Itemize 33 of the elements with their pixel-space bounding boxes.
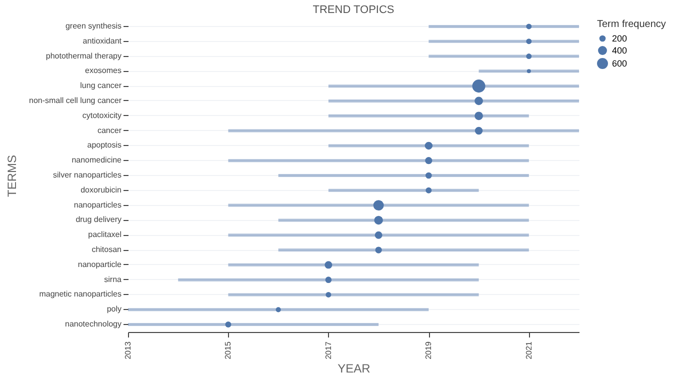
y-tick-label: poly	[106, 304, 122, 314]
y-tick-label: drug delivery	[76, 215, 122, 224]
y-tick-label: exosomes	[85, 66, 122, 76]
x-tick-label: 2017	[324, 340, 333, 360]
x-axis-title: YEAR	[338, 361, 371, 376]
y-tick-label: magnetic nanoparticles	[39, 290, 122, 299]
y-tick-label: nanoparticles	[74, 200, 122, 210]
y-tick-label: chitosan	[92, 245, 122, 254]
y-tick-label: nanoparticle	[78, 260, 122, 269]
legend-label: 400	[612, 46, 628, 56]
y-tick-label: doxorubicin	[80, 185, 122, 194]
y-tick-label: antioxidant	[82, 36, 122, 46]
y-tick-label: cytotoxicity	[82, 110, 122, 120]
legend-label: 600	[612, 58, 628, 68]
y-tick-label: paclitaxel	[88, 230, 122, 240]
x-tick-label: 2015	[224, 340, 233, 360]
x-tick-label: 2019	[424, 340, 434, 360]
y-tick-label: sirna	[104, 274, 122, 284]
y-tick-label: apoptosis	[87, 140, 122, 150]
y-tick-label: silver nanoparticles	[53, 170, 122, 180]
y-tick-label: non-small cell lung cancer	[29, 96, 122, 105]
y-tick-label: green synthesis	[65, 21, 122, 30]
y-tick-label: nanomedicine	[72, 156, 122, 165]
y-tick-label: cancer	[97, 126, 122, 135]
x-tick-label: 2013	[124, 340, 132, 360]
x-tick-label: 2021	[524, 340, 534, 360]
y-tick-label: lung cancer	[80, 81, 122, 90]
y-axis-title: TERMS	[5, 155, 20, 197]
chart-title: TREND TOPICS	[312, 4, 394, 16]
legend-label: 200	[612, 34, 628, 44]
legend-title: Term frequency	[597, 19, 666, 30]
y-tick-label: photothermal therapy	[46, 51, 122, 60]
y-tick-label: nanotechnology	[65, 320, 122, 329]
